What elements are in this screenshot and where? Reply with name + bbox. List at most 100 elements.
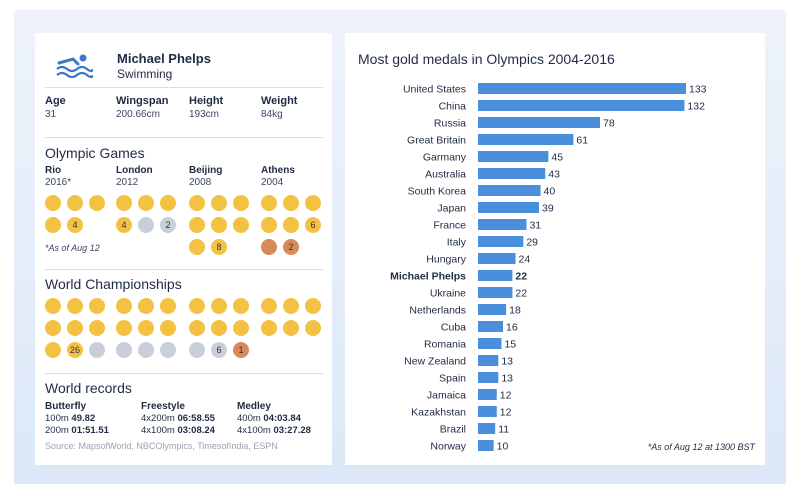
bar — [478, 253, 516, 264]
bronze-medal-dot — [261, 239, 277, 255]
bar-value-label: 22 — [515, 271, 527, 283]
divider — [45, 137, 323, 138]
bar-category-label: Romania — [424, 339, 466, 351]
gold-medal-dot — [211, 298, 227, 314]
record-category: Medley — [237, 401, 271, 412]
gold-medal-dot — [211, 195, 227, 211]
gold-medal-dot — [189, 195, 205, 211]
bar-category-label: Great Britain — [407, 135, 466, 147]
record-line: 100m 49.82 — [45, 413, 96, 424]
bar — [478, 440, 494, 451]
stat-weight: Weight 84kg — [261, 95, 297, 120]
bar-value-label: 132 — [687, 101, 705, 113]
bar-category-label: Norway — [430, 441, 466, 453]
gold-medal-dot — [45, 320, 61, 336]
bar-category-label: Jamaica — [427, 390, 466, 402]
bar-category-label: South Korea — [408, 186, 467, 198]
stat-label: Weight — [261, 95, 298, 107]
bar — [478, 304, 507, 315]
divider — [45, 269, 323, 270]
bar — [478, 321, 504, 332]
bar — [478, 355, 499, 366]
bar-category-label: New Zealand — [404, 356, 466, 368]
gold-medal-dot — [116, 320, 132, 336]
gold-medal-dot — [189, 298, 205, 314]
record-category: Butterfly — [45, 401, 87, 412]
bronze-medal-dot: 2 — [283, 239, 299, 255]
gold-medal-dot — [160, 195, 176, 211]
stat-value: 84kg — [261, 109, 283, 120]
gold-medal-dot: 8 — [211, 239, 227, 255]
world-record-medley: Medley 400m 04:03.84 4x100m 03:27.28 — [237, 401, 311, 437]
olympic-games-title: Olympic Games — [45, 145, 145, 161]
gold-medal-dot — [45, 195, 61, 211]
bronze-medal-dot: 1 — [233, 342, 249, 358]
gold-medal-dot — [261, 195, 277, 211]
bar — [478, 134, 574, 145]
divider — [45, 373, 323, 374]
athlete-profile-panel: Michael Phelps Swimming Age 31 Wingspan … — [35, 33, 332, 465]
athlete-name: Michael Phelps — [117, 51, 211, 66]
stat-wingspan: Wingspan 200.66cm — [116, 95, 168, 120]
bar-value-label: 18 — [509, 305, 521, 317]
stat-label: Wingspan — [116, 95, 169, 107]
bar-category-label: Garmany — [423, 152, 467, 164]
record-line: 4x100m 03:27.28 — [237, 425, 311, 436]
world-record-butterfly: Butterfly 100m 49.82 200m 01:51.51 — [45, 401, 109, 437]
games-year: 2016* — [45, 177, 72, 188]
gold-medal-dot — [89, 320, 105, 336]
games-name: Athens — [261, 165, 295, 176]
bar — [478, 406, 497, 417]
bar-value-label: 39 — [542, 203, 554, 215]
stat-value: 193cm — [189, 109, 220, 120]
bar — [478, 117, 600, 128]
athlete-sport: Swimming — [117, 67, 173, 81]
games-year: 2004 — [261, 177, 284, 188]
silver-medal-dot — [138, 217, 154, 233]
bar — [478, 423, 496, 434]
gold-medal-dot — [116, 195, 132, 211]
gold-medal-dot: 4 — [116, 217, 132, 233]
bar-category-label: Netherlands — [409, 305, 466, 317]
silver-medal-dot: 6 — [211, 342, 227, 358]
bar-value-label: 45 — [551, 152, 563, 164]
world-championships-title: World Championships — [45, 276, 182, 292]
gold-medal-dot — [67, 298, 83, 314]
silver-medal-dot — [189, 342, 205, 358]
bar-value-label: 78 — [603, 118, 615, 130]
bar-category-label: Russia — [434, 118, 466, 130]
gold-medal-dot — [233, 320, 249, 336]
stat-value: 200.66cm — [116, 109, 160, 120]
silver-medal-dot — [116, 342, 132, 358]
stat-age: Age 31 — [45, 95, 66, 120]
bar-category-label: Cuba — [441, 322, 466, 334]
gold-medal-dot — [283, 195, 299, 211]
bar-category-label: Japan — [437, 203, 466, 215]
gold-medal-dot — [283, 320, 299, 336]
bar-value-label: 13 — [501, 356, 513, 368]
bar-value-label: 16 — [506, 322, 518, 334]
bar — [478, 338, 502, 349]
games-note: *As of Aug 12 — [45, 243, 100, 253]
gold-medal-dot — [305, 320, 321, 336]
bar-category-label: China — [439, 101, 467, 113]
bar — [478, 168, 546, 179]
bar — [478, 83, 686, 94]
gold-medal-dot — [45, 298, 61, 314]
bar — [478, 236, 524, 247]
gold-medal-dot — [305, 298, 321, 314]
games-name: London — [116, 165, 153, 176]
divider — [45, 87, 323, 88]
bar-category-label: Spain — [439, 373, 466, 385]
bar-value-label: 10 — [497, 441, 509, 453]
bar — [478, 219, 527, 230]
bar-value-label: 40 — [544, 186, 556, 198]
bar-category-label: Michael Phelps — [390, 271, 466, 283]
gold-medal-dot — [211, 217, 227, 233]
silver-medal-dot — [160, 342, 176, 358]
gold-medal-dot — [45, 217, 61, 233]
games-london: London 2012 — [116, 165, 153, 188]
record-category: Freestyle — [141, 401, 185, 412]
bar-category-label: Brazil — [440, 424, 466, 436]
gold-medal-dot — [305, 195, 321, 211]
